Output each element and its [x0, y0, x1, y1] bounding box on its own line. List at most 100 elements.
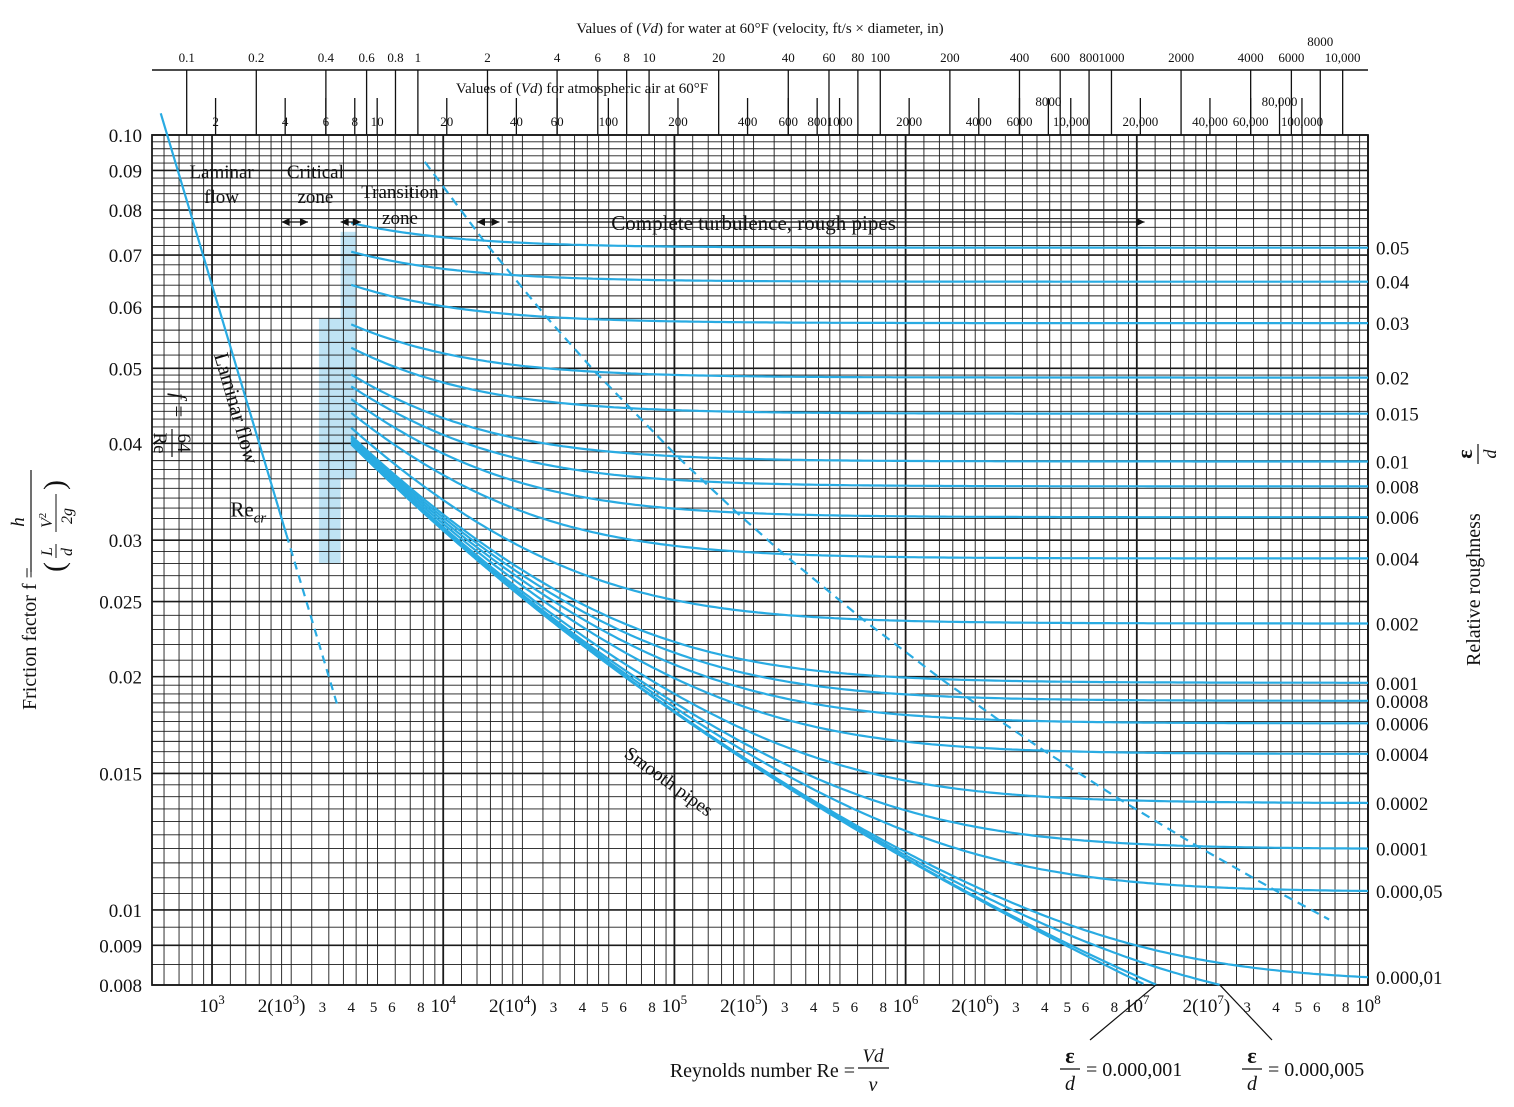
- air-tick-label: 6000: [1006, 114, 1032, 129]
- x-tick-sup: 4: [524, 992, 531, 1007]
- zone-arrow-head: [281, 218, 290, 226]
- right-axis-label: Relative roughness ε d: [1452, 444, 1500, 666]
- zone-laminar-2: flow: [204, 187, 239, 208]
- x-tick-sup: 3: [293, 992, 300, 1007]
- water-tick-label: 100: [871, 50, 891, 65]
- air-tick-label: 20: [440, 114, 453, 129]
- recr-label: Recr: [230, 497, 266, 526]
- annotation-num: ε: [1065, 1043, 1074, 1068]
- x-tick-label: 8: [1342, 1000, 1350, 1016]
- water-tick-label: 2000: [1168, 50, 1194, 65]
- air-tick-label: 80,000: [1262, 94, 1298, 109]
- water-tick-label: 0.8: [387, 50, 403, 65]
- water-tick-label: 400: [1010, 50, 1030, 65]
- roughness-curve: [350, 439, 1369, 755]
- x-tick-sup: 6: [912, 992, 919, 1007]
- x-tick-text: 3: [781, 1000, 789, 1016]
- x-tick-text: 3: [1012, 1000, 1020, 1016]
- roughness-label: 0.0004: [1376, 745, 1429, 766]
- roughness-curve: [350, 385, 1368, 488]
- air-tick-label: 10,000: [1053, 114, 1089, 129]
- water-tick-label: 0.6: [358, 50, 375, 65]
- air-tick-label: 200: [668, 114, 688, 129]
- roughness-label: 0.0008: [1376, 692, 1428, 713]
- roughness-label: 0.000,05: [1376, 882, 1443, 903]
- zone-arrow-head: [491, 218, 500, 226]
- laminar-formula-lhs: f =: [167, 393, 191, 418]
- water-title-pre: Values of (: [576, 21, 641, 37]
- critical-zone-band-low: [318, 318, 341, 564]
- x-tick-text: 6: [1313, 1000, 1321, 1016]
- water-tick-label: 1: [415, 50, 422, 65]
- top-scales: 0.1 0.2 0.4 0.6 0.8 1 2 4 6 8 10 20 40 60 80 100 200 400 6…: [152, 21, 1368, 135]
- air-tick-label: 600: [779, 114, 799, 129]
- water-tick-label: 8: [623, 50, 630, 65]
- x-tick-text: 4: [1272, 1000, 1280, 1016]
- x-tick-text: 8: [1111, 1000, 1119, 1016]
- x-tick-sup: 3: [218, 992, 225, 1007]
- x-tick-label: 2(107): [1183, 992, 1231, 1017]
- water-tick-label: 80: [851, 50, 864, 65]
- zone-critical-1: Critical: [287, 162, 344, 183]
- x-tick-text: 10: [893, 996, 912, 1017]
- roughness-curve: [350, 323, 1368, 379]
- grid: [151, 134, 1369, 986]
- x-tick-label: 4: [1272, 1000, 1280, 1016]
- air-tick-label: 400: [738, 114, 758, 129]
- air-tick-label: 20,000: [1122, 114, 1158, 129]
- x-tick-sup: 6: [986, 992, 993, 1007]
- water-scale-title: Values of (Vd) for water at 60°F (veloci…: [576, 21, 943, 37]
- y-tick-label: 0.10: [109, 126, 142, 147]
- annotation-leader: [1219, 984, 1273, 1041]
- water-tick-label: 1000: [1098, 50, 1124, 65]
- roughness-label: 0.002: [1376, 614, 1419, 635]
- y-tick-label: 0.009: [99, 936, 142, 957]
- x-tick-tail: ): [762, 996, 768, 1017]
- roughness-curve: [350, 434, 1368, 684]
- critical-zone-shading: [318, 231, 357, 564]
- roughness-label: 0.001: [1376, 674, 1419, 695]
- x-tick-sup: 4: [449, 992, 456, 1007]
- zone-turbulence: Complete turbulence, rough pipes: [611, 211, 896, 235]
- x-tick-label: 108: [1355, 992, 1381, 1017]
- x-tick-sup: 7: [1143, 992, 1150, 1007]
- air-tick-label: 2: [212, 114, 219, 129]
- x-tick-text: 3: [1243, 1000, 1251, 1016]
- x-tick-tail: ): [1224, 996, 1230, 1017]
- y-tick-label: 0.03: [109, 531, 142, 552]
- roughness-curve: [350, 436, 1368, 702]
- x-tick-label: 104: [430, 992, 456, 1017]
- water-tick-label: 40: [782, 50, 795, 65]
- laminar-line: [159, 112, 288, 536]
- x-tick-label: 8: [1111, 1000, 1119, 1016]
- plot-frame: [151, 134, 1369, 986]
- air-tick-label: 40,000: [1192, 114, 1228, 129]
- water-tick-label: 2: [484, 50, 491, 65]
- zone-arrow-head: [340, 218, 349, 226]
- y-axis-label-v: V: [39, 516, 56, 528]
- y-axis-label-paren-l: (: [38, 562, 71, 572]
- x-tick-tail: ): [299, 996, 305, 1017]
- water-title-post: ) for water at 60°F (velocity, ft/s × di…: [658, 21, 944, 37]
- air-scale-title: Values of (Vd) for atmospheric air at 60…: [456, 81, 708, 97]
- recr-sub: cr: [254, 510, 267, 526]
- x-tick-text: 2(10: [1183, 996, 1218, 1017]
- x-tick-text: 10: [199, 996, 218, 1017]
- air-tick-label: 4: [282, 114, 289, 129]
- x-tick-text: 2(10: [489, 996, 524, 1017]
- water-tick-label: 4: [554, 50, 561, 65]
- recr-text: Re: [230, 497, 253, 521]
- x-tick-text: 3: [319, 1000, 327, 1016]
- water-tick-label: 10: [643, 50, 656, 65]
- y-axis-label-den-l: L: [39, 547, 56, 557]
- laminar-line-dashed: [285, 534, 339, 708]
- zone-arrow-head: [477, 218, 486, 226]
- roughness-curve: [350, 346, 1368, 415]
- x-tick-text: 4: [1041, 1000, 1049, 1016]
- y-axis-label-paren-r: ): [38, 480, 71, 490]
- roughness-curve: [350, 373, 1368, 463]
- x-axis-label-den: ν: [869, 1074, 878, 1096]
- water-tick-label: 6000: [1278, 50, 1304, 65]
- x-tick-label: 5: [1295, 1000, 1303, 1016]
